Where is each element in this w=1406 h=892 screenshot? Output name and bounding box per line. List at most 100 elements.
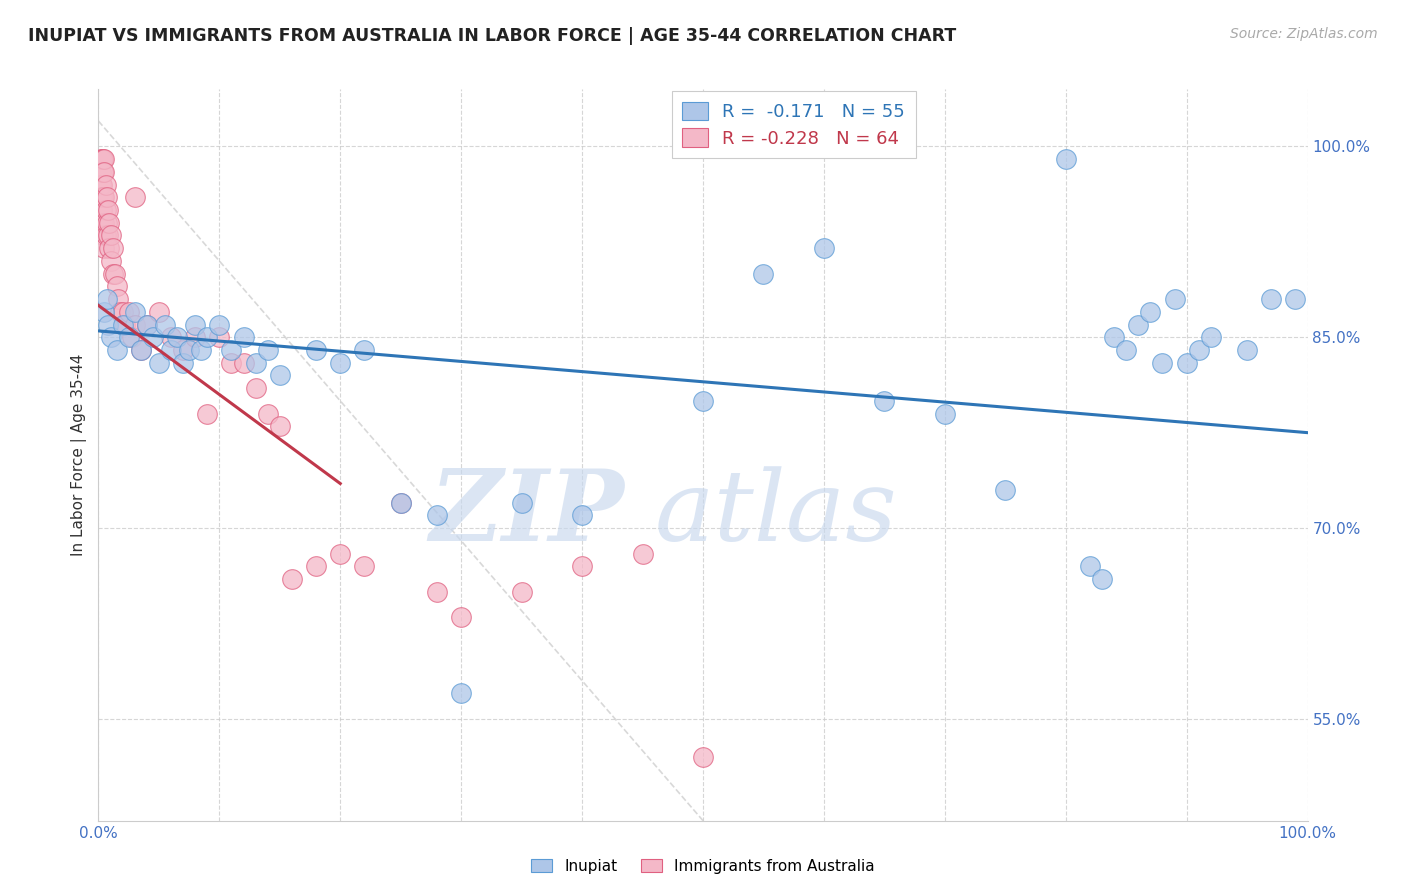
Point (90, 165, 112, 179)
Point (1115, 343, 1137, 357)
Point (256, 343, 278, 357)
Point (93, 241, 115, 255)
Point (153, 318, 176, 332)
Point (994, 483, 1017, 497)
Point (510, 495, 533, 509)
Point (195, 330, 218, 344)
Point (1102, 330, 1125, 344)
Point (94, 228, 117, 243)
Point (752, 267, 775, 281)
Y-axis label: In Labor Force | Age 35-44: In Labor Force | Age 35-44 (72, 354, 87, 556)
Point (135, 318, 157, 332)
Point (91, 190, 114, 204)
Point (114, 318, 136, 332)
Point (148, 305, 170, 319)
Point (90, 178, 112, 192)
Point (305, 343, 328, 357)
Point (98, 241, 121, 255)
Point (121, 330, 143, 344)
Point (1199, 330, 1222, 344)
Point (105, 343, 128, 357)
Point (111, 318, 134, 332)
Point (91, 152, 114, 166)
Point (96, 190, 118, 204)
Point (221, 356, 243, 370)
Point (426, 508, 449, 523)
Point (571, 508, 593, 523)
Point (107, 292, 129, 306)
Point (305, 559, 328, 574)
Point (93, 190, 115, 204)
Text: atlas: atlas (655, 466, 897, 561)
Point (190, 343, 212, 357)
Point (269, 419, 291, 434)
Point (184, 318, 207, 332)
Point (97, 228, 120, 243)
Point (91, 178, 114, 192)
Point (100, 228, 122, 243)
Point (96, 216, 118, 230)
Point (160, 330, 183, 344)
Point (450, 610, 472, 624)
Point (97, 318, 120, 332)
Point (96, 292, 118, 306)
Point (510, 584, 533, 599)
Point (100, 330, 122, 344)
Point (195, 407, 218, 421)
Point (692, 750, 714, 764)
Point (177, 343, 201, 357)
Point (111, 305, 134, 319)
Legend: Inupiat, Immigrants from Australia: Inupiat, Immigrants from Australia (524, 853, 882, 880)
Point (104, 267, 127, 281)
Point (148, 356, 170, 370)
Point (105, 279, 128, 293)
Point (329, 356, 352, 370)
Point (571, 559, 593, 574)
Point (813, 241, 835, 255)
Point (94, 202, 117, 217)
Point (91, 228, 114, 243)
Point (101, 267, 124, 281)
Point (91, 190, 114, 204)
Point (90, 152, 112, 166)
Point (873, 393, 896, 408)
Point (142, 330, 165, 344)
Point (281, 572, 304, 586)
Point (389, 495, 412, 509)
Point (221, 343, 243, 357)
Point (1054, 152, 1077, 166)
Point (353, 343, 375, 357)
Point (1139, 305, 1161, 319)
Point (1128, 318, 1150, 332)
Point (232, 356, 254, 370)
Point (450, 686, 472, 700)
Point (101, 241, 124, 255)
Point (208, 318, 231, 332)
Point (232, 330, 254, 344)
Point (91, 152, 114, 166)
Point (934, 407, 956, 421)
Point (135, 318, 157, 332)
Point (97, 202, 120, 217)
Point (1163, 292, 1185, 306)
Point (93, 216, 115, 230)
Point (692, 393, 714, 408)
Point (93, 305, 115, 319)
Point (1188, 343, 1211, 357)
Point (94, 178, 117, 192)
Point (269, 368, 291, 383)
Point (1152, 356, 1174, 370)
Point (129, 343, 152, 357)
Point (172, 356, 194, 370)
Point (93, 152, 115, 166)
Point (426, 584, 449, 599)
Point (1284, 292, 1306, 306)
Point (124, 318, 146, 332)
Point (389, 495, 412, 509)
Point (1260, 292, 1282, 306)
Point (124, 305, 146, 319)
Point (91, 216, 114, 230)
Point (245, 356, 267, 370)
Point (1091, 572, 1114, 586)
Point (98, 216, 121, 230)
